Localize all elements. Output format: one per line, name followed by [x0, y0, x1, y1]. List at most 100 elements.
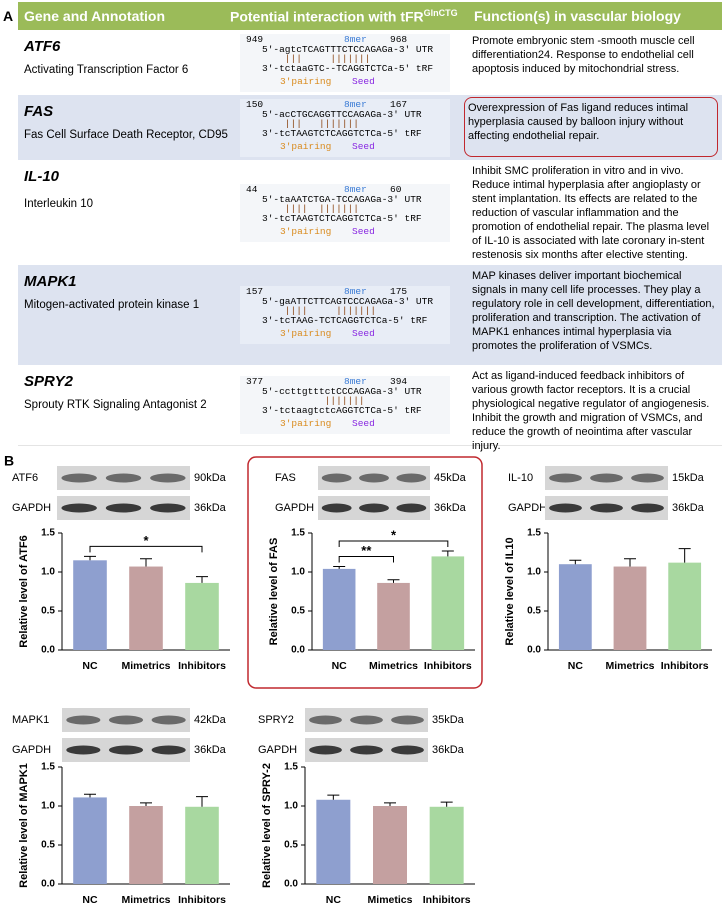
header-cell: Potential interaction with tFRGlnCTG	[230, 8, 458, 25]
seed-label: Seed	[352, 75, 375, 87]
x-tick-label: Inhibitors	[178, 660, 226, 672]
function-text: Overexpression of Fas ligand reduces int…	[464, 97, 718, 157]
bar	[185, 582, 219, 650]
blot-band	[108, 745, 144, 755]
blot-kda: 45kDa	[434, 472, 467, 484]
table-row: MAPK1 Mitogen-activated protein kinase 1 1…	[18, 265, 722, 366]
blot-band	[359, 503, 389, 513]
bar	[73, 560, 107, 650]
table-row: SPRY2 Sprouty RTK Signaling Antagonist 2 3…	[18, 365, 722, 452]
pairing-lines: |||| |||||||	[262, 202, 359, 214]
utr-sequence: 5'-agtcTCAGTTTCTCCAGAGa-3' UTR	[262, 43, 434, 55]
x-tick-label: Inhibitors	[424, 660, 472, 672]
alignment-box: 949 8mer 968 5'-agtcTCAGTTTCTCCAGAGa-3' UTR…	[240, 33, 450, 92]
blot-band	[549, 503, 582, 513]
bar	[431, 556, 465, 650]
bar	[668, 562, 702, 650]
x-tick-label: NC	[82, 894, 98, 906]
y-tick-label: 1.5	[291, 528, 305, 539]
bar	[129, 806, 163, 884]
significance-label: **	[361, 543, 372, 558]
y-tick-label: 0.0	[41, 879, 55, 890]
function-text: MAP kinases deliver important biochemica…	[472, 270, 715, 352]
blot-band	[150, 473, 186, 483]
gene-annotation: Interleukin 10	[24, 198, 94, 210]
alignment-end: 394	[390, 376, 408, 387]
error-bar	[140, 802, 152, 806]
significance-label: *	[391, 527, 397, 542]
error-bar	[569, 559, 582, 565]
blot-band	[309, 745, 342, 755]
y-axis-label: Relative level of IL10	[504, 537, 516, 645]
alignment-end: 60	[390, 183, 402, 195]
bar	[613, 566, 647, 650]
blot-band	[321, 473, 352, 483]
utr-sequence: 5'-acCTGCAGGTTCCAGAGa-3' UTR	[262, 108, 422, 120]
blot-band	[631, 473, 664, 483]
header-row: Gene and Annotation Potential interaction…	[18, 2, 722, 30]
gene-name: IL-10	[24, 168, 60, 185]
header-text: Potential interaction with tFR	[230, 8, 424, 25]
error-bar	[196, 796, 208, 807]
x-tick-label: NC	[326, 894, 342, 906]
utr-sequence: 5'-gaATTCTTCAGTCCCAGAGa-3' UTR	[262, 296, 434, 307]
error-bar	[84, 555, 96, 561]
blot-band	[108, 715, 144, 725]
alignment-box: 150 8mer 167 5'-acCTGCAGGTTCCAGAGa-3' UTR |…	[240, 98, 450, 157]
function-text: Promote embryonic stem -smooth muscle ce…	[472, 35, 695, 75]
error-bar	[196, 576, 208, 583]
pairing-label: 3'pairing	[280, 140, 332, 152]
pairing-lines: |||| |||||||	[262, 305, 377, 316]
y-tick-label: 1.5	[284, 762, 298, 773]
alignment-type: 8mer	[344, 376, 367, 387]
highlight-box	[247, 456, 483, 689]
bar	[129, 566, 163, 650]
pairing-label: 3'pairing	[280, 418, 332, 429]
blot-band	[66, 715, 101, 725]
pairing-lines: ||| |||||||	[262, 52, 371, 64]
significance-bracket	[338, 556, 394, 563]
y-tick-label: 0.0	[41, 645, 55, 656]
y-tick-label: 0.5	[41, 606, 55, 617]
blot-kda: 36kDa	[194, 744, 227, 756]
x-tick-label: Mimetics	[368, 894, 413, 906]
x-tick-label: NC	[82, 660, 98, 672]
bar	[73, 797, 107, 884]
blot-band	[61, 503, 97, 513]
y-tick-label: 0.0	[284, 879, 298, 890]
x-tick-label: Mimetrics	[121, 894, 170, 906]
blot-kda: 42kDa	[194, 714, 227, 726]
error-bar	[327, 794, 340, 800]
y-tick-label: 1.0	[284, 801, 298, 812]
bar	[558, 564, 592, 650]
blot-band	[549, 473, 582, 483]
blot-band	[359, 473, 389, 483]
blot-label: GAPDH	[508, 502, 547, 514]
blot-band	[396, 473, 427, 483]
gene-name: ATF6	[24, 38, 61, 55]
error-bar	[624, 558, 636, 567]
blot-band	[66, 745, 101, 755]
gene-annotation: Sprouty RTK Signaling Antagonist 2	[24, 399, 207, 411]
panel-letter: A	[3, 8, 14, 24]
table-row: FAS Fas Cell Surface Death Receptor, CD95…	[18, 95, 722, 161]
gene-annotation: Fas Cell Surface Death Receptor, CD95	[24, 129, 228, 141]
error-bar	[140, 558, 152, 567]
table-row: ATF6 Activating Transcription Factor 6 949…	[18, 30, 722, 96]
alignment-type: 8mer	[344, 33, 367, 45]
table-row: IL-10 Interleukin 10 44 8mer 60 5'-taAATCTGA-…	[18, 160, 722, 266]
error-bar	[387, 579, 400, 583]
bar	[316, 799, 351, 884]
seed-label: Seed	[352, 418, 375, 429]
alignment-box: 44 8mer 60 5'-taAATCTGA-TCCAGAGa-3' UTR |||…	[240, 183, 450, 242]
significance-bracket	[338, 540, 449, 547]
panel-b: B ATF6 90kDa GAPDH 36kDa 0.0 0.5 1.0 1.5 Relativ…	[4, 453, 712, 906]
blot-label: ATF6	[12, 472, 38, 484]
y-tick-label: 0.5	[527, 606, 541, 617]
blot-kda: 36kDa	[432, 744, 465, 756]
error-bar	[678, 548, 691, 563]
blot-band	[309, 715, 342, 725]
panel-a: A Gene and Annotation Potential interactio…	[0, 0, 724, 452]
error-bar	[333, 566, 346, 569]
